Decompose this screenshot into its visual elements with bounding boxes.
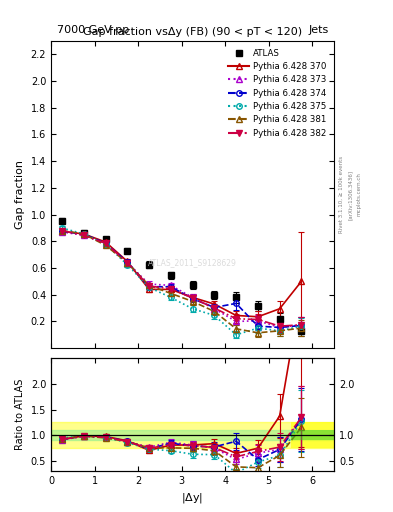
Text: Rivet 3.1.10, ≥ 100k events: Rivet 3.1.10, ≥ 100k events — [339, 156, 344, 233]
Bar — [290, 430, 334, 440]
Text: 7000 GeV pp: 7000 GeV pp — [57, 25, 129, 35]
Legend: ATLAS, Pythia 6.428 370, Pythia 6.428 373, Pythia 6.428 374, Pythia 6.428 375, P: ATLAS, Pythia 6.428 370, Pythia 6.428 37… — [224, 45, 330, 141]
X-axis label: |$\Delta$y|: |$\Delta$y| — [182, 492, 204, 505]
Text: ATLAS_2011_S9128629: ATLAS_2011_S9128629 — [148, 258, 237, 267]
Title: Gap fraction vsΔy (FB) (90 < pT < 120): Gap fraction vsΔy (FB) (90 < pT < 120) — [83, 28, 302, 37]
Bar — [51, 422, 334, 448]
Y-axis label: Ratio to ATLAS: Ratio to ATLAS — [15, 379, 25, 451]
Bar — [51, 430, 334, 440]
Text: mcplots.cern.ch: mcplots.cern.ch — [356, 173, 361, 217]
Y-axis label: Gap fraction: Gap fraction — [15, 160, 25, 229]
Bar — [290, 422, 334, 448]
Text: [arXiv:1306.3436]: [arXiv:1306.3436] — [347, 169, 353, 220]
Text: Jets: Jets — [308, 25, 329, 35]
